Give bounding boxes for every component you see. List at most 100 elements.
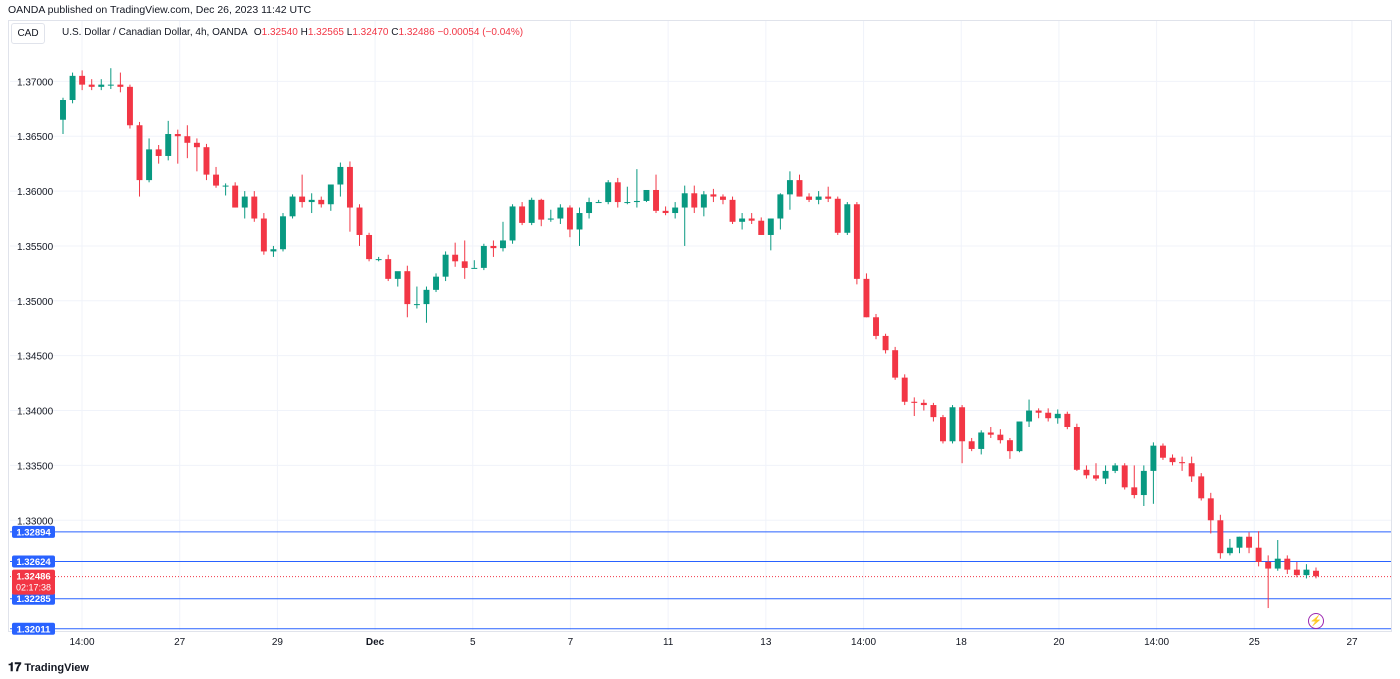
- horizontal-lines: [10, 531, 1391, 630]
- candle-body: [461, 261, 468, 268]
- candle-body: [193, 142, 200, 148]
- candle-body: [586, 202, 593, 214]
- price-label: 1.32894: [12, 525, 55, 538]
- candle-body: [394, 271, 401, 279]
- candle-body: [863, 278, 870, 318]
- candle-body: [260, 218, 267, 252]
- candle-body: [126, 86, 133, 126]
- symbol-selector[interactable]: CAD: [11, 23, 45, 44]
- candle-body: [480, 245, 487, 268]
- legend-close: 1.32486: [398, 27, 435, 38]
- candle-body: [720, 196, 726, 200]
- tradingview-brand: TradingView: [24, 661, 89, 674]
- candle-body: [576, 213, 583, 230]
- candle-body: [241, 196, 248, 208]
- candle-body: [1293, 569, 1300, 576]
- candle-body: [1026, 410, 1033, 422]
- candle-body: [796, 180, 803, 197]
- candle-body: [978, 432, 985, 449]
- candle-body: [920, 402, 927, 406]
- candle-body: [1045, 412, 1052, 419]
- candle-body: [1054, 413, 1061, 419]
- candle-body: [815, 196, 822, 200]
- candle-body: [767, 218, 774, 235]
- candle-body: [681, 193, 688, 208]
- candle-body: [1246, 536, 1253, 548]
- candle-body: [834, 198, 841, 233]
- candle-body: [672, 207, 679, 214]
- candle-body: [174, 134, 181, 137]
- lightning-icon[interactable]: ⚡: [1308, 613, 1324, 629]
- legend-open: 1.32540: [261, 27, 298, 38]
- y-tick-label: 1.33500: [17, 461, 54, 472]
- candle-body: [490, 245, 497, 249]
- candle-body: [825, 196, 832, 199]
- price-axis: 1.37000 1.36500 1.36000 1.35500 1.35000 1.345…: [17, 77, 54, 527]
- candle-body: [385, 259, 392, 279]
- candle-body: [1035, 410, 1042, 413]
- chart-grid: [10, 21, 1391, 630]
- price-label-text: 1.32894: [16, 527, 51, 538]
- candle-body: [1188, 463, 1195, 477]
- legend-c-label: C: [391, 27, 399, 38]
- candle-body: [413, 304, 420, 306]
- candle-body: [232, 185, 239, 208]
- candle-body: [1083, 469, 1090, 476]
- candle-body: [1006, 440, 1013, 452]
- x-tick-label: 29: [272, 637, 284, 648]
- price-label-bg: [12, 592, 55, 605]
- time-axis: 14:00 27 29 Dec 5 7 11 13 14:00 18 20 14:00 25 27: [69, 637, 1358, 648]
- chart-panel[interactable]: [8, 20, 1392, 632]
- price-label-bg: [12, 622, 55, 635]
- candle-body: [643, 189, 650, 201]
- candle-body: [327, 184, 334, 205]
- candle-body: [748, 218, 755, 221]
- candle-body: [1274, 558, 1281, 569]
- candle-body: [471, 267, 478, 269]
- candle-body: [117, 84, 124, 87]
- candles: [60, 68, 1319, 609]
- candle-body: [1236, 536, 1243, 548]
- candle-body: [853, 204, 860, 279]
- candle-body: [1217, 520, 1224, 554]
- x-tick-label: 14:00: [69, 637, 94, 648]
- tradingview-logo[interactable]: 𝟏𝟕 TradingView: [8, 660, 89, 675]
- x-tick-label: 11: [663, 637, 674, 648]
- candle-body: [940, 417, 946, 442]
- legend-low: 1.32470: [352, 27, 389, 38]
- candle-body: [1121, 465, 1128, 488]
- candle-body: [155, 149, 162, 156]
- candle-body: [299, 196, 306, 203]
- y-tick-label: 1.34500: [17, 352, 54, 363]
- legend-l-label: L: [346, 27, 353, 38]
- candle-body: [146, 149, 153, 181]
- candle-body: [873, 317, 879, 336]
- x-tick-label: 7: [568, 637, 574, 648]
- candle-body: [98, 84, 105, 87]
- y-tick-label: 1.35500: [17, 242, 54, 253]
- candle-body: [968, 441, 975, 449]
- candle-body: [633, 200, 640, 203]
- candle-body: [700, 194, 707, 208]
- candle-body: [1179, 462, 1186, 464]
- candle-body: [1073, 427, 1080, 470]
- candle-body: [452, 254, 459, 262]
- candle-body: [844, 204, 851, 233]
- x-tick-label: 27: [174, 637, 186, 648]
- countdown-text: 02:17:38: [16, 583, 51, 593]
- price-label: 1.32285: [12, 592, 55, 605]
- candle-body: [366, 234, 373, 260]
- candle-body: [739, 218, 746, 222]
- candle-body: [1140, 470, 1147, 496]
- ohlc-legend: U.S. Dollar / Canadian Dollar, 4h, OANDA…: [62, 27, 523, 38]
- y-tick-label: 1.33000: [17, 516, 54, 527]
- legend-high: 1.32565: [307, 27, 344, 38]
- legend-h-label: H: [300, 27, 308, 38]
- candle-body: [88, 84, 95, 87]
- candle-body: [1150, 445, 1157, 471]
- candle-body: [892, 350, 899, 378]
- candle-body: [1169, 457, 1176, 463]
- y-tick-label: 1.36000: [17, 187, 54, 198]
- candle-body: [1159, 445, 1166, 458]
